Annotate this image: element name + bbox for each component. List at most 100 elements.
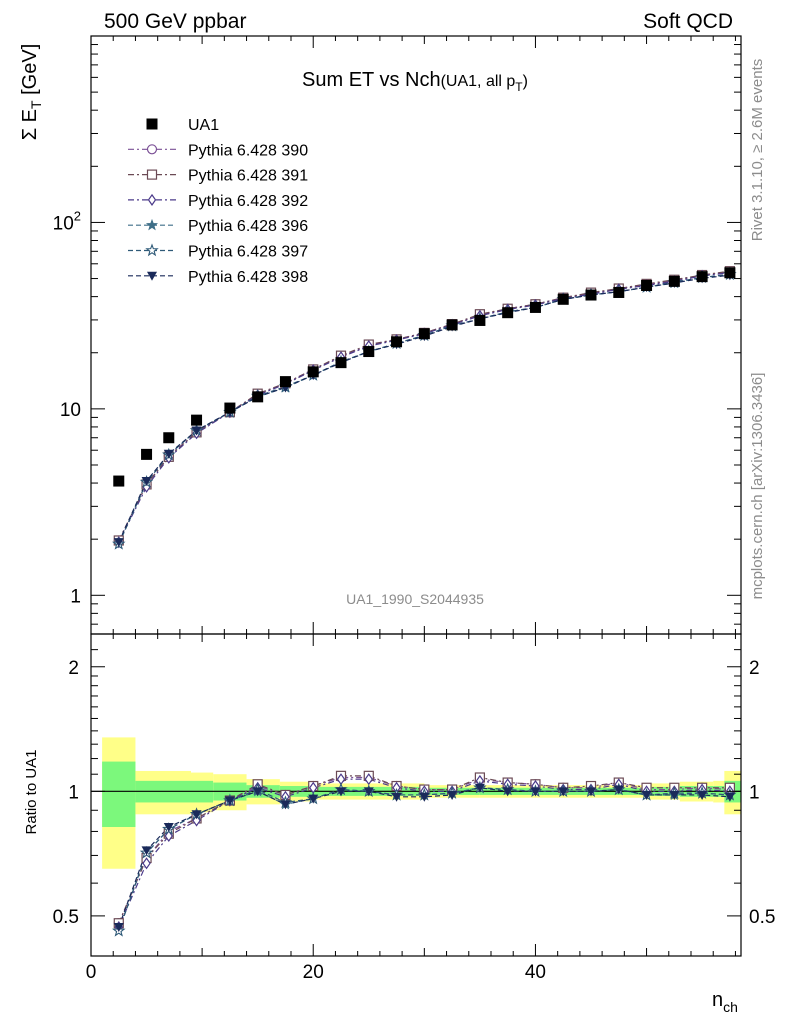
series-line-3 (118, 272, 730, 543)
ratio-point-3 (364, 773, 374, 786)
ratio-point-6 (336, 787, 346, 797)
ratio-point-6 (363, 787, 374, 797)
y-tick-label: 10 (60, 400, 81, 421)
legend-item-3: Pythia 6.428 392 (128, 193, 308, 210)
data-point (557, 293, 569, 305)
legend-label: UA1 (188, 117, 219, 134)
ratio-point-6 (530, 787, 541, 797)
y-axis-label-unit: [GeV] (19, 44, 41, 101)
ratio-point-6 (224, 796, 235, 806)
ratio-point-6 (558, 787, 569, 797)
series-line-1 (118, 271, 730, 541)
series-point-6 (191, 426, 202, 436)
chart-title-sub-close: ) (523, 73, 528, 90)
series-point-6 (141, 476, 152, 486)
legend-label: Pythia 6.428 397 (188, 244, 308, 261)
ratio-y-tick-label-left: 2 (68, 658, 79, 679)
x-tick-label: 0 (86, 962, 97, 983)
data-point (113, 475, 125, 487)
legend-label: Pythia 6.428 390 (188, 142, 308, 159)
y-tick-label: 102 (53, 208, 81, 234)
main-series-layer (112, 266, 737, 550)
legend-marker (147, 271, 157, 281)
legend-label: Pythia 6.428 392 (188, 193, 308, 210)
ratio-point-6 (419, 792, 430, 802)
x-tick-label: 40 (525, 962, 546, 983)
legend-label: Pythia 6.428 396 (188, 218, 308, 235)
mcplots-label: mcplots.cern.ch [arXiv:1306.3436] (749, 373, 766, 600)
legend: UA1 Pythia 6.428 390 Pythia 6.428 391 Pythi… (128, 117, 308, 286)
ratio-y-axis-label: Ratio to UA1 (23, 749, 40, 834)
chart-title-sub-subscript: T (515, 80, 523, 94)
ratio-point-6 (191, 810, 202, 820)
y-tick-label-exp: 2 (74, 208, 81, 223)
data-point (696, 271, 708, 283)
legend-label: Pythia 6.428 398 (188, 269, 308, 286)
series-point-6 (113, 538, 124, 548)
ratio-y-tick-label-right: 1 (749, 782, 760, 803)
x-axis-label-sub: ch (723, 999, 738, 1015)
ratio-point-6 (586, 787, 596, 797)
ratio-point-6 (447, 790, 458, 800)
ratio-point-6 (613, 785, 624, 795)
legend-item-6: Pythia 6.428 398 (128, 269, 308, 286)
series-line-6 (118, 274, 730, 543)
x-axis-label-main: n (712, 989, 723, 1011)
data-point (502, 307, 514, 319)
data-point (141, 448, 153, 460)
legend-marker (146, 118, 158, 130)
ratio-point-6 (502, 787, 513, 797)
header-right: Soft QCD (643, 10, 733, 33)
data-point (529, 301, 541, 313)
data-point (446, 319, 458, 331)
ratio-point-6 (252, 787, 263, 797)
data-point (474, 314, 486, 326)
header-left: 500 GeV ppbar (104, 10, 246, 33)
ratio-point-6 (474, 783, 485, 793)
data-point (613, 286, 625, 298)
ratio-series-layer (112, 770, 737, 937)
ratio-point-6 (280, 800, 291, 810)
ratio-point-3 (142, 857, 151, 870)
chart-title-main: Sum ET vs Nch (302, 69, 441, 91)
x-tick-label: 20 (303, 962, 324, 983)
y-tick-label-base: 10 (53, 213, 74, 234)
ratio-point-6 (697, 790, 708, 800)
ratio-y-tick-label-left: 0.5 (53, 907, 79, 928)
legend-item-2: Pythia 6.428 391 (128, 168, 308, 185)
data-point (391, 336, 403, 348)
ratio-y-tick-label-right: 0.5 (749, 907, 775, 928)
ratio-point-6 (391, 792, 402, 802)
chart-title-sub: (UA1, all p (441, 73, 516, 90)
ratio-point-6 (641, 790, 652, 800)
data-point (279, 376, 291, 388)
ratio-point-6 (141, 846, 152, 856)
y-tick-label: 1 (70, 586, 81, 607)
data-point (724, 267, 736, 279)
series-line-5 (118, 273, 730, 545)
ratio-point-6 (308, 794, 319, 804)
ratio-point-3 (164, 829, 174, 843)
series-line-2 (118, 270, 730, 541)
ratio-point-6 (724, 792, 735, 802)
ratio-y-tick-label-left: 1 (68, 782, 79, 803)
ratio-uncertainty-band (91, 737, 741, 869)
ratio-point-6 (669, 790, 680, 800)
data-point (252, 391, 264, 403)
legend-label: Pythia 6.428 391 (188, 168, 308, 185)
y-axis-label: Σ ET [GeV] (19, 44, 44, 141)
y-axis-label-main: Σ E (19, 109, 41, 140)
legend-item-ua1: UA1 (146, 117, 219, 134)
legend-item-5: Pythia 6.428 397 (128, 243, 308, 261)
data-point (668, 275, 680, 287)
watermark: UA1_1990_S2044935 (346, 591, 484, 607)
series-point-6 (163, 449, 174, 459)
legend-marker (145, 218, 159, 231)
chart-title: Sum ET vs Nch(UA1, all pT) (302, 69, 528, 94)
legend-marker (147, 193, 157, 206)
ratio-y-tick-label-right: 2 (749, 658, 760, 679)
series-line-4 (118, 273, 730, 545)
data-point (307, 366, 319, 378)
